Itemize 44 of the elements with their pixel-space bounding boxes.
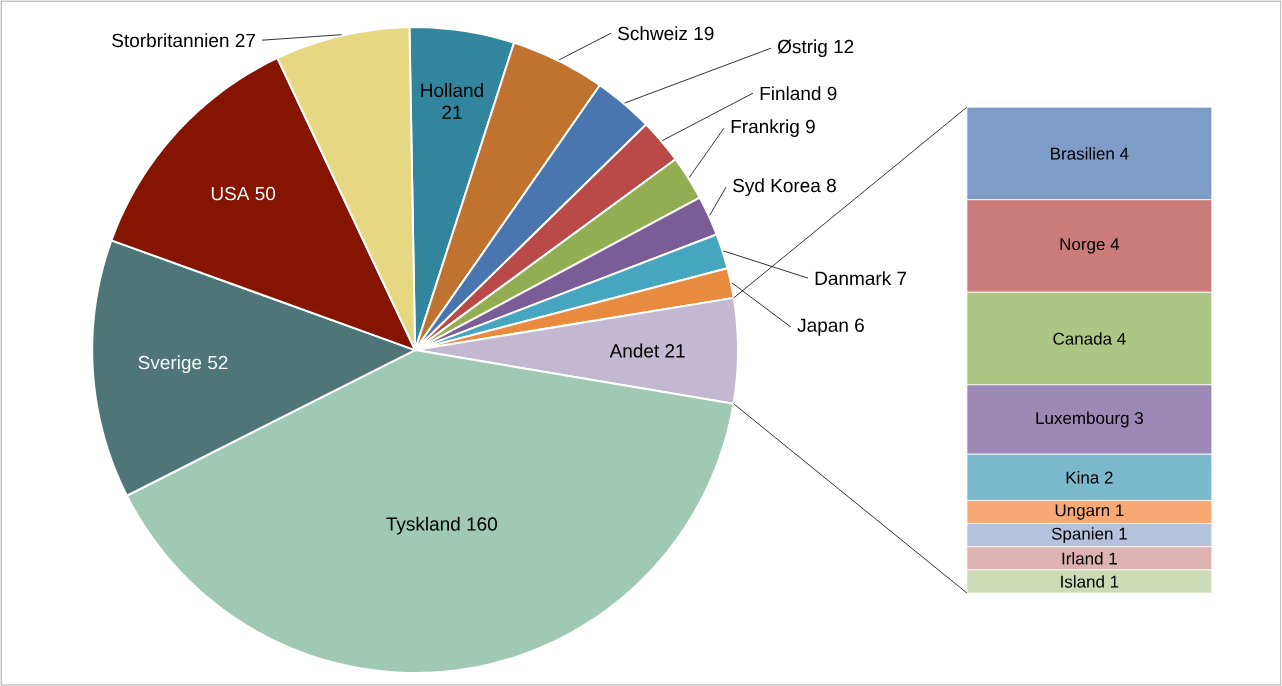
data-label: 160 xyxy=(467,517,497,531)
slice-label: Schweiz xyxy=(618,26,687,41)
slice-label: Holland xyxy=(421,82,483,97)
series-label: Norge xyxy=(1060,238,1105,254)
data-label: 50 xyxy=(255,186,276,201)
series-label: Kina xyxy=(1066,471,1100,484)
series-label: Island xyxy=(1061,575,1104,588)
series-label: Canada xyxy=(1053,332,1113,345)
data-label: 21 xyxy=(442,105,462,119)
data-label: 1 xyxy=(1110,575,1119,588)
data-label: 1 xyxy=(1116,504,1124,517)
slice-label: Østrig xyxy=(777,39,827,57)
slice-label: Syd Korea xyxy=(733,178,821,196)
series-label: Brasilien xyxy=(1051,147,1114,160)
slice-label: Danmark xyxy=(815,271,892,285)
data-label: 3 xyxy=(1134,411,1143,424)
data-label: 7 xyxy=(897,271,907,285)
slice-label: USA xyxy=(211,186,250,201)
slice-label: Frankrig xyxy=(731,119,799,137)
data-label: 6 xyxy=(855,318,864,332)
data-label: 12 xyxy=(834,39,854,53)
data-label: 4 xyxy=(1117,332,1126,345)
data-label: 27 xyxy=(235,33,255,47)
slice-label: Finland xyxy=(760,86,821,101)
data-label: 2 xyxy=(1104,471,1113,484)
data-label: 21 xyxy=(665,344,685,358)
data-label: 1 xyxy=(1109,552,1117,565)
data-label: 52 xyxy=(208,355,228,370)
slice-label: Andet xyxy=(609,343,660,358)
slice-label: Tyskland xyxy=(386,516,460,535)
data-label: 19 xyxy=(694,26,714,41)
data-label: 4 xyxy=(1110,238,1120,250)
data-label: 8 xyxy=(826,178,836,193)
series-label: Luxembourg xyxy=(1036,411,1129,428)
series-label: Irland xyxy=(1062,551,1103,565)
series-label: Spanien xyxy=(1051,527,1113,543)
slice-label: Storbritannien xyxy=(112,33,229,48)
data-label: 1 xyxy=(1119,527,1127,540)
data-label: 4 xyxy=(1119,147,1129,160)
data-label: 9 xyxy=(806,119,815,134)
slice-label: Japan xyxy=(797,318,848,336)
data-label: 9 xyxy=(827,86,837,101)
slice-label: Sverige xyxy=(138,355,202,373)
series-label: Ungarn xyxy=(1055,504,1110,520)
